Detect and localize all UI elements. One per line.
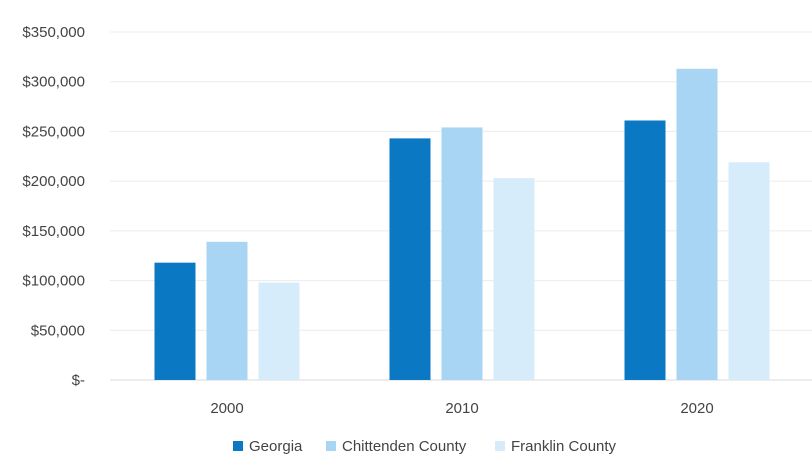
- y-tick-label: $100,000: [22, 273, 85, 290]
- y-axis: $- $50,000 $100,000 $150,000 $200,000 $250,00…: [22, 24, 85, 389]
- bar-georgia-2000: [154, 262, 196, 380]
- bar-chittenden-county-2000: [206, 241, 248, 380]
- bar-franklin-county-2020: [728, 162, 770, 380]
- legend-label: Chittenden County: [342, 438, 467, 455]
- bars: [154, 68, 770, 381]
- legend-label: Franklin County: [511, 438, 617, 455]
- bar-chittenden-county-2010: [441, 127, 483, 380]
- x-tick-label: 2000: [210, 400, 243, 417]
- legend-label: Georgia: [249, 438, 303, 455]
- bar-georgia-2010: [389, 138, 431, 380]
- x-tick-label: 2010: [445, 400, 478, 417]
- y-tick-label: $250,000: [22, 123, 85, 140]
- legend-swatch: [233, 441, 243, 451]
- y-tick-label: $50,000: [31, 322, 85, 339]
- y-tick-label: $200,000: [22, 173, 85, 190]
- y-tick-label: $350,000: [22, 24, 85, 41]
- legend-swatch: [495, 441, 505, 451]
- y-tick-label: $300,000: [22, 74, 85, 91]
- bar-franklin-county-2010: [493, 178, 535, 380]
- legend-swatch: [326, 441, 336, 451]
- bar-franklin-county-2000: [258, 282, 300, 380]
- y-tick-label: $-: [72, 372, 85, 389]
- bar-chittenden-county-2020: [676, 68, 718, 380]
- legend: Georgia Chittenden County Franklin County: [233, 438, 617, 455]
- x-axis: 2000 2010 2020: [210, 400, 713, 417]
- y-tick-label: $150,000: [22, 223, 85, 240]
- bar-georgia-2020: [624, 120, 666, 381]
- x-tick-label: 2020: [680, 400, 713, 417]
